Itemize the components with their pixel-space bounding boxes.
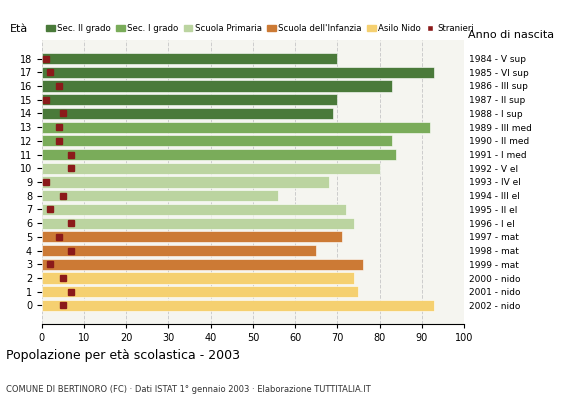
Bar [42,300,434,311]
Text: COMUNE DI BERTINORO (FC) · Dati ISTAT 1° gennaio 2003 · Elaborazione TUTTITALIA.: COMUNE DI BERTINORO (FC) · Dati ISTAT 1°… [6,385,371,394]
Bar [42,245,316,256]
Text: Popolazione per età scolastica - 2003: Popolazione per età scolastica - 2003 [6,349,240,362]
Bar [42,135,392,146]
Y-axis label: Età: Età [9,24,28,34]
Bar [42,67,434,78]
Bar [42,259,362,270]
Bar [42,176,329,188]
Bar [42,108,333,119]
Text: Anno di nascita: Anno di nascita [468,30,554,40]
Bar [42,231,342,242]
Bar [42,122,430,133]
Bar [42,53,338,64]
Bar [42,94,338,105]
Bar [42,272,354,284]
Bar [42,218,354,229]
Bar [42,204,346,215]
Bar [42,190,278,201]
Legend: Sec. II grado, Sec. I grado, Scuola Primaria, Scuola dell'Infanzia, Asilo Nido, : Sec. II grado, Sec. I grado, Scuola Prim… [46,24,474,33]
Bar [42,149,397,160]
Bar [42,163,379,174]
Bar [42,286,358,297]
Bar [42,80,392,92]
